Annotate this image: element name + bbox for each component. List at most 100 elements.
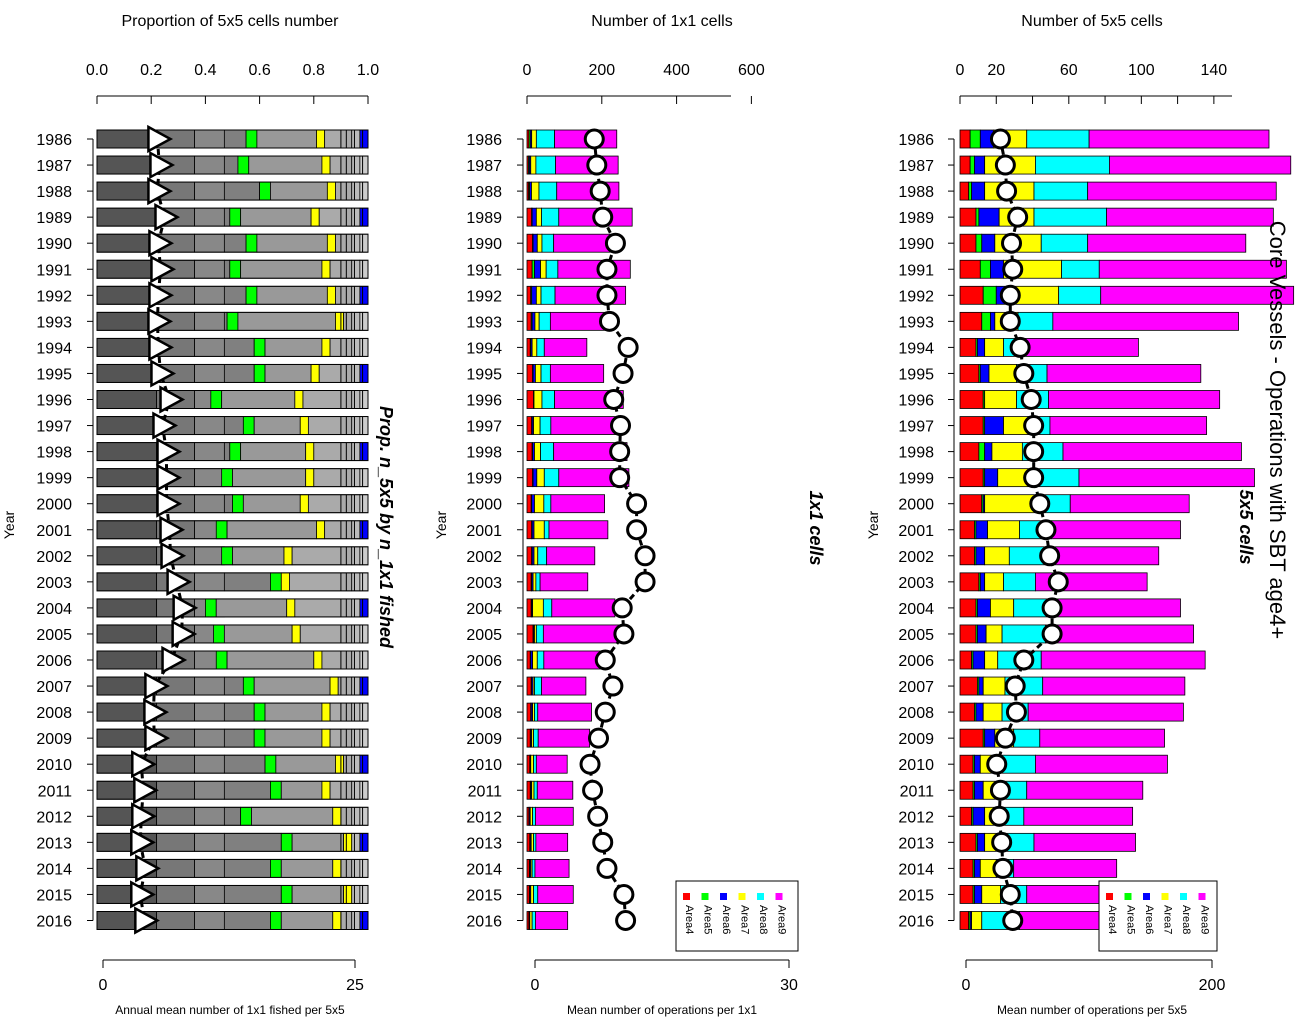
bar-segment bbox=[343, 885, 353, 904]
marker-circle bbox=[999, 310, 1021, 332]
bar-segment bbox=[245, 233, 258, 253]
marker-circle bbox=[989, 779, 1011, 801]
bar-segment-area4 bbox=[526, 207, 533, 227]
bar-segment bbox=[194, 832, 225, 852]
bar-segment bbox=[351, 364, 361, 383]
legend-swatch bbox=[738, 893, 746, 900]
bar-segment-area9 bbox=[1026, 780, 1144, 800]
top-tick-label: 0.6 bbox=[248, 62, 270, 79]
marker-circle bbox=[613, 623, 635, 645]
year-label: 2011 bbox=[468, 783, 503, 800]
marker-triangle bbox=[149, 150, 176, 180]
year-label: 2009 bbox=[898, 731, 934, 748]
marker-triangle bbox=[159, 385, 186, 414]
bar-segment bbox=[194, 285, 225, 305]
bar-segment bbox=[305, 468, 315, 488]
bar-segment bbox=[194, 780, 225, 800]
bar-segment-area9 bbox=[1021, 337, 1139, 357]
year-label: 1989 bbox=[466, 210, 502, 227]
year-label: 2011 bbox=[900, 783, 935, 800]
bar-segment bbox=[194, 754, 225, 774]
bar-segment bbox=[351, 520, 361, 540]
bar-segment bbox=[96, 546, 158, 566]
bar-segment bbox=[335, 754, 345, 774]
year-label: 2002 bbox=[898, 549, 934, 566]
marker-circle bbox=[609, 467, 631, 489]
bar-segment-area7 bbox=[533, 520, 545, 540]
bar-segment-area4 bbox=[959, 364, 980, 383]
bar-segment-area4 bbox=[526, 285, 532, 305]
marker-triangle bbox=[144, 724, 171, 753]
bar-segment bbox=[337, 676, 353, 696]
marker-circle bbox=[604, 232, 626, 254]
bar-segment-area4 bbox=[526, 390, 534, 409]
bar-segment bbox=[194, 259, 225, 279]
bar-segment-area9 bbox=[535, 911, 569, 930]
bar-segment bbox=[332, 806, 342, 826]
year-label: 2003 bbox=[36, 575, 72, 592]
legend-swatch bbox=[701, 893, 709, 900]
bar-segment-area8 bbox=[1001, 624, 1046, 644]
marker-circle bbox=[989, 128, 1011, 150]
bar-segment bbox=[96, 259, 158, 279]
bar-segment bbox=[96, 337, 158, 357]
bar-outline bbox=[96, 832, 369, 852]
bar-segment bbox=[223, 572, 271, 592]
bar-segment bbox=[359, 364, 369, 383]
bar-segment bbox=[253, 364, 266, 383]
bar-segment-area8 bbox=[540, 442, 555, 462]
bar-segment-area4 bbox=[959, 702, 975, 722]
bar-segment bbox=[351, 442, 361, 462]
bar-outline bbox=[96, 598, 369, 618]
year-label: 2014 bbox=[36, 861, 72, 878]
year-label: 1996 bbox=[466, 393, 502, 410]
bar-segment bbox=[326, 233, 336, 253]
bar-segment-area7 bbox=[984, 337, 1004, 357]
panel2-bottom-label: Mean number of operations per 1x1 bbox=[567, 1003, 757, 1017]
bar-segment-area7 bbox=[985, 624, 1003, 644]
bar-segment bbox=[194, 806, 225, 826]
legend-swatch bbox=[1161, 893, 1169, 900]
bar-segment bbox=[351, 676, 361, 696]
bar-segment bbox=[194, 207, 225, 227]
marker-triangle bbox=[147, 124, 174, 154]
bar-segment-area8 bbox=[543, 494, 552, 514]
bar-segment-area9 bbox=[550, 494, 605, 514]
panel1-inside-label: Prop. n_5x5 by n_1x1 fished bbox=[376, 406, 396, 649]
bar-segment-area6 bbox=[977, 832, 986, 852]
year-label: 2004 bbox=[466, 601, 502, 618]
bar-segment-area6 bbox=[974, 155, 986, 175]
bar-segment-area4 bbox=[526, 442, 533, 462]
bar-segment bbox=[351, 780, 361, 800]
bar-segment-area8 bbox=[540, 285, 556, 305]
bar-segment bbox=[156, 832, 195, 852]
marker-circle bbox=[582, 779, 604, 801]
legend-label: Area8 bbox=[1180, 905, 1192, 934]
bar-segment-area9 bbox=[1100, 285, 1295, 305]
bar-segment bbox=[213, 624, 225, 644]
bar-segment bbox=[204, 598, 217, 618]
marker-triangle bbox=[148, 229, 175, 258]
bar-segment bbox=[359, 859, 369, 878]
year-label: 2004 bbox=[898, 601, 934, 618]
bar-segment bbox=[237, 311, 336, 331]
bar-segment-area6 bbox=[532, 233, 538, 253]
bar-segment bbox=[248, 155, 323, 175]
bar-segment bbox=[351, 546, 361, 566]
bar-segment-area9 bbox=[1049, 416, 1208, 435]
bar-segment-area8 bbox=[533, 780, 538, 800]
bottom-tick-label: 0 bbox=[962, 977, 971, 994]
bar-segment bbox=[194, 364, 225, 383]
bar-segment bbox=[286, 598, 296, 618]
bar-segment-area8 bbox=[1061, 259, 1100, 279]
bar-segment-area6 bbox=[974, 754, 981, 774]
marker-circle bbox=[612, 362, 634, 384]
year-label: 1992 bbox=[36, 288, 72, 305]
marker-triangle bbox=[133, 776, 159, 805]
bar-segment-area6 bbox=[979, 572, 986, 592]
bar-segment-area9 bbox=[1045, 624, 1194, 644]
marker-triangle bbox=[130, 828, 156, 857]
bar-segment-area8 bbox=[535, 624, 544, 644]
year-label: 1998 bbox=[898, 445, 934, 462]
bar-outline bbox=[96, 494, 369, 514]
